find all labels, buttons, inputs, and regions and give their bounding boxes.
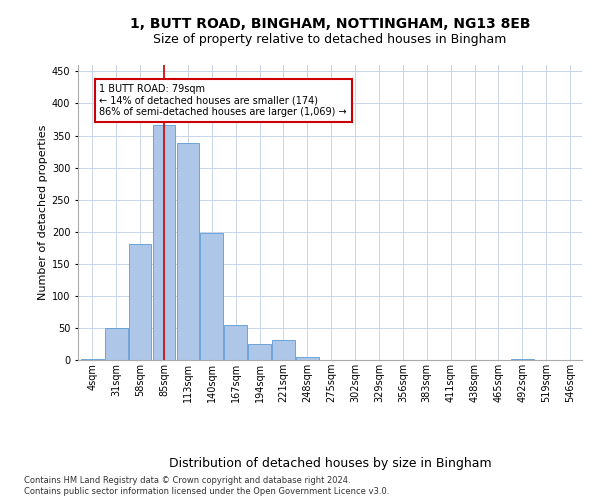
Bar (105, 328, 128, 360)
Bar (200, 233, 223, 360)
Text: Contains HM Land Registry data © Crown copyright and database right 2024.: Contains HM Land Registry data © Crown c… (24, 476, 350, 485)
Bar (152, 124, 175, 360)
Bar (296, 357, 319, 360)
Text: Distribution of detached houses by size in Bingham: Distribution of detached houses by size … (169, 458, 491, 470)
Bar (272, 340, 295, 360)
Bar (129, 244, 151, 360)
Text: Contains public sector information licensed under the Open Government Licence v3: Contains public sector information licen… (24, 488, 389, 496)
Bar (248, 344, 271, 360)
Bar (176, 143, 199, 360)
Bar (224, 326, 247, 360)
Text: 1 BUTT ROAD: 79sqm
← 14% of detached houses are smaller (174)
86% of semi-detach: 1 BUTT ROAD: 79sqm ← 14% of detached hou… (100, 84, 347, 117)
Text: 1, BUTT ROAD, BINGHAM, NOTTINGHAM, NG13 8EB: 1, BUTT ROAD, BINGHAM, NOTTINGHAM, NG13 … (130, 18, 530, 32)
Y-axis label: Number of detached properties: Number of detached properties (38, 125, 47, 300)
Text: Size of property relative to detached houses in Bingham: Size of property relative to detached ho… (154, 32, 506, 46)
Bar (81, 358, 104, 360)
